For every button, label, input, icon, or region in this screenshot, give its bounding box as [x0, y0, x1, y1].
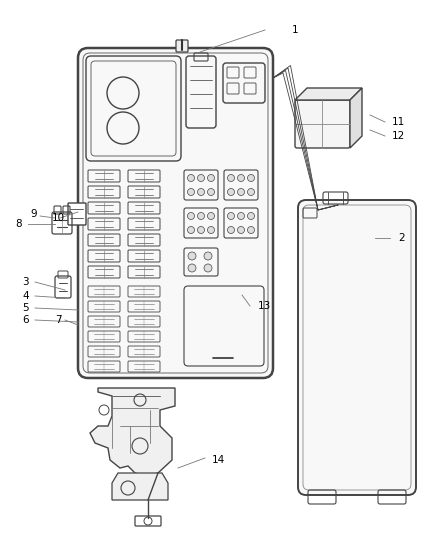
Circle shape [247, 213, 254, 220]
Circle shape [198, 213, 205, 220]
Circle shape [187, 213, 194, 220]
Circle shape [188, 252, 196, 260]
Text: 12: 12 [392, 131, 405, 141]
Circle shape [187, 189, 194, 196]
Circle shape [227, 213, 234, 220]
Circle shape [247, 227, 254, 233]
Circle shape [237, 213, 244, 220]
FancyBboxPatch shape [68, 203, 86, 225]
Circle shape [227, 189, 234, 196]
Circle shape [208, 227, 215, 233]
Circle shape [198, 189, 205, 196]
Circle shape [208, 213, 215, 220]
Text: 9: 9 [30, 209, 37, 219]
Text: 2: 2 [398, 233, 405, 243]
FancyBboxPatch shape [295, 100, 350, 148]
Circle shape [198, 227, 205, 233]
Circle shape [188, 264, 196, 272]
Circle shape [227, 174, 234, 182]
Circle shape [237, 174, 244, 182]
Text: 6: 6 [22, 315, 28, 325]
Polygon shape [350, 88, 362, 148]
Circle shape [204, 252, 212, 260]
Text: 7: 7 [55, 315, 62, 325]
Text: 10: 10 [52, 213, 65, 223]
Circle shape [198, 174, 205, 182]
Polygon shape [112, 473, 168, 500]
FancyBboxPatch shape [78, 48, 273, 378]
Circle shape [247, 174, 254, 182]
Text: 13: 13 [258, 301, 271, 311]
Text: 3: 3 [22, 277, 28, 287]
Circle shape [208, 174, 215, 182]
Polygon shape [295, 88, 362, 100]
Circle shape [204, 264, 212, 272]
Text: 4: 4 [22, 291, 28, 301]
Circle shape [237, 227, 244, 233]
Text: 8: 8 [15, 219, 21, 229]
Text: 14: 14 [212, 455, 225, 465]
Text: 11: 11 [392, 117, 405, 127]
Text: 5: 5 [22, 303, 28, 313]
Circle shape [208, 189, 215, 196]
FancyBboxPatch shape [298, 200, 416, 495]
Polygon shape [90, 388, 175, 476]
Circle shape [187, 174, 194, 182]
Circle shape [247, 189, 254, 196]
Text: 1: 1 [292, 25, 299, 35]
Circle shape [227, 227, 234, 233]
FancyBboxPatch shape [176, 40, 188, 52]
Circle shape [237, 189, 244, 196]
Circle shape [187, 227, 194, 233]
